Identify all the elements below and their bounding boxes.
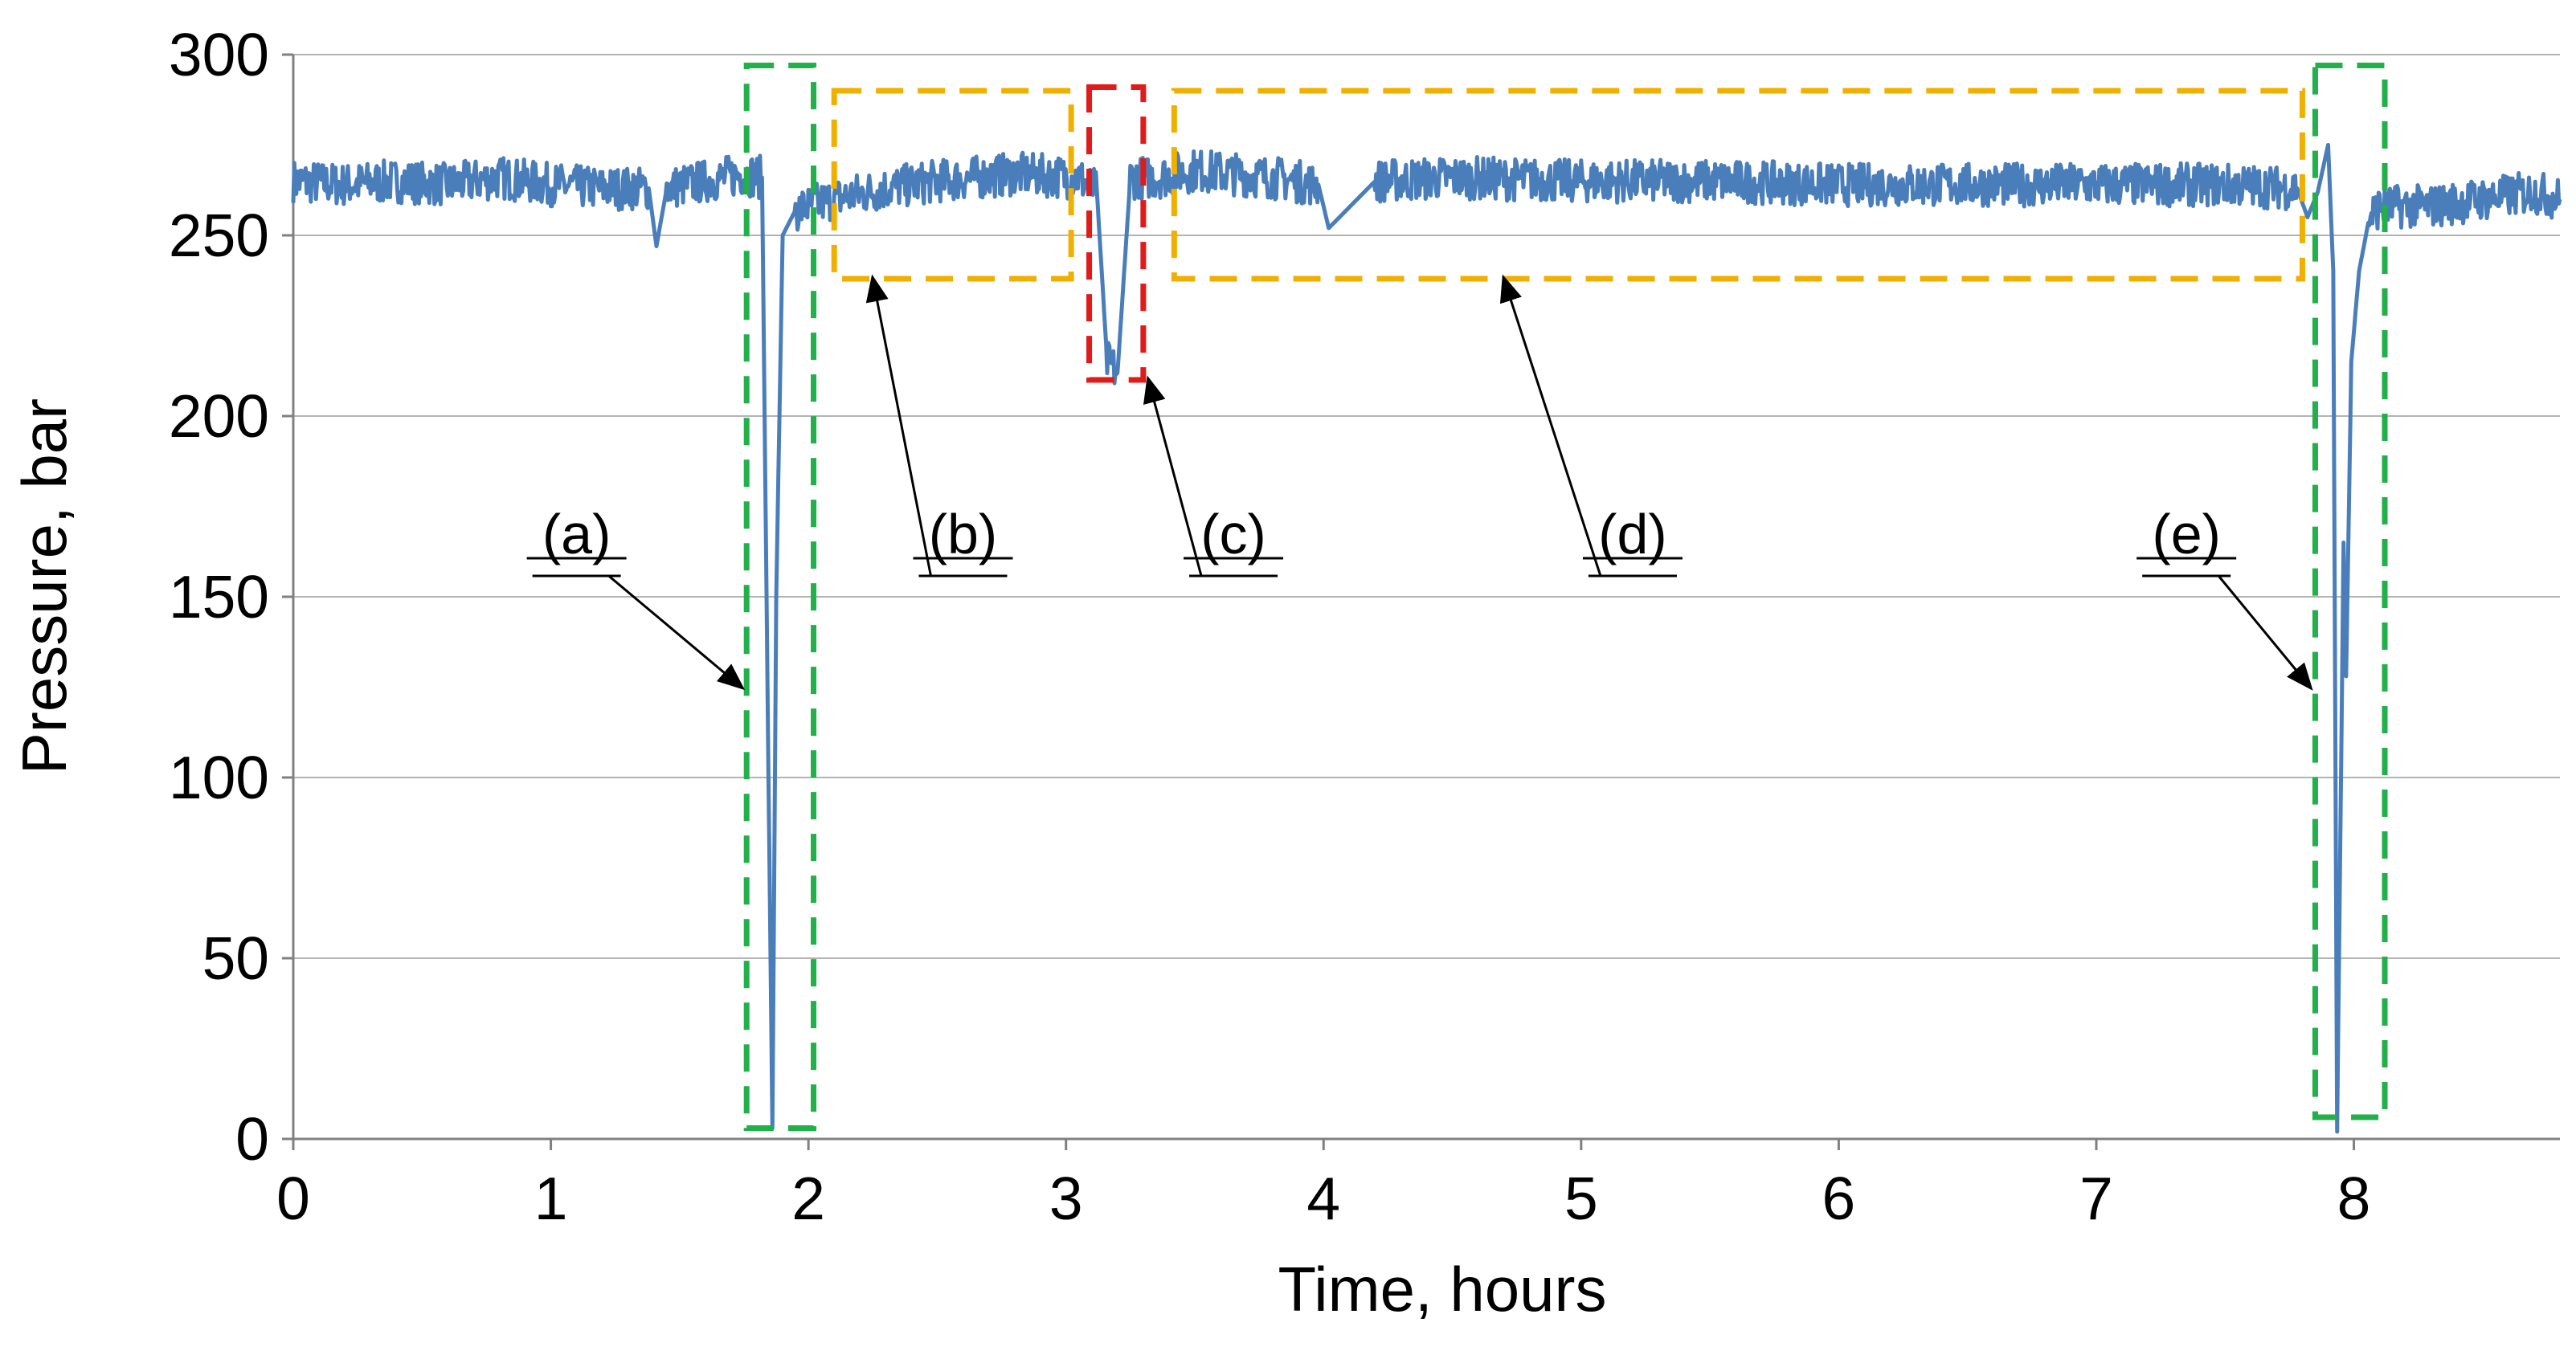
- annotation-arrow-e: [2218, 575, 2313, 691]
- y-tick-label-0: 0: [235, 1105, 269, 1173]
- annotation-label-d: (d): [1598, 503, 1667, 565]
- annotation-arrow-c: [1143, 375, 1203, 577]
- annotation-label-e: (e): [2152, 503, 2221, 565]
- x-tick-label-7: 7: [2079, 1165, 2113, 1232]
- annotation-box-b: [831, 88, 1074, 282]
- annotation-box-d: [1171, 88, 2305, 282]
- axes: 0 50 100 150 200 250 300 0 1 2 3 4 5 6 7 8: [169, 21, 2560, 1232]
- annotation-arrow-a: [607, 574, 746, 691]
- x-tick-label-8: 8: [2337, 1165, 2371, 1232]
- annotation-arrow-b: [865, 274, 932, 577]
- annotation-box-c: [1086, 84, 1147, 383]
- y-tick-label-150: 150: [169, 563, 269, 631]
- y-tick-label-300: 300: [169, 21, 269, 88]
- x-tick-label-5: 5: [1564, 1165, 1598, 1232]
- series-layer: [291, 143, 2562, 1134]
- annotation-label-b: (b): [929, 503, 998, 565]
- annotation-arrow-d: [1499, 274, 1602, 577]
- x-tick-label-3: 3: [1049, 1165, 1083, 1232]
- annotation-box-a: [743, 63, 817, 1131]
- x-tick-label-0: 0: [276, 1165, 310, 1232]
- annotation-label-c: (c): [1200, 503, 1266, 565]
- annotation-label-a: (a): [542, 503, 611, 565]
- gridlines: [293, 54, 2560, 959]
- y-axis-title: Pressure, bar: [9, 398, 80, 774]
- x-tick-label-1: 1: [534, 1165, 568, 1232]
- y-tick-label-200: 200: [169, 382, 269, 450]
- x-tick-label-6: 6: [1822, 1165, 1856, 1232]
- annotation-box-e: [2312, 63, 2388, 1120]
- y-tick-label-100: 100: [169, 744, 269, 811]
- y-tick-label-250: 250: [169, 202, 269, 269]
- x-tick-label-4: 4: [1306, 1165, 1340, 1232]
- annotations: (a) (b) (c) (d) (e): [526, 63, 2388, 1131]
- y-tick-label-50: 50: [202, 924, 269, 992]
- x-tick-label-2: 2: [791, 1165, 825, 1232]
- series-line-0: [291, 143, 2562, 1134]
- x-axis-title: Time, hours: [1278, 1254, 1607, 1324]
